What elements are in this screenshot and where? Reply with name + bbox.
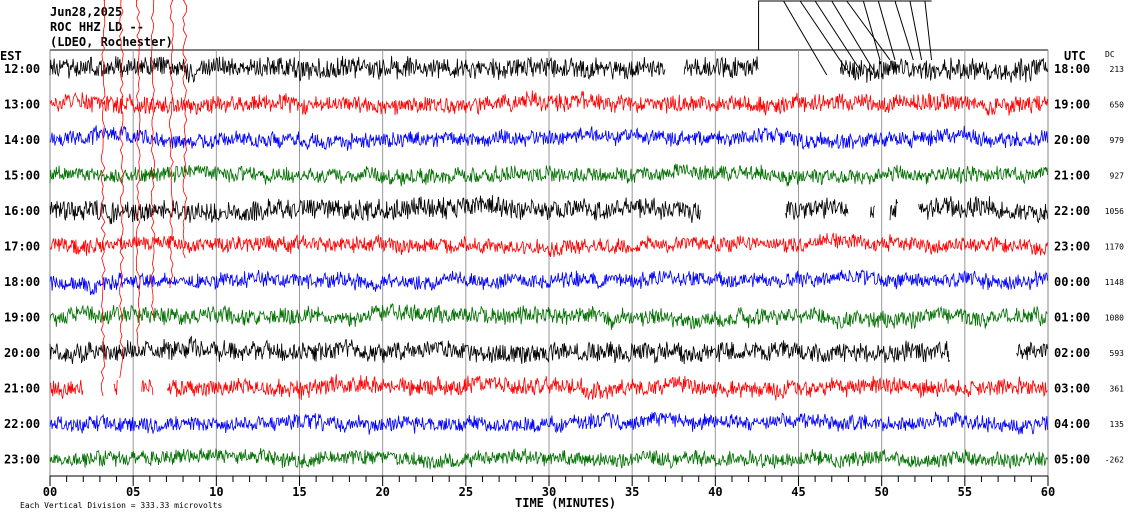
utc-hour-label: 21:00 (1054, 169, 1090, 183)
seismic-trace (49, 269, 1048, 295)
annotation-line (783, 0, 828, 76)
seismic-trace (49, 125, 1048, 151)
scale-note: Each Vertical Division = 333.33 microvol… (20, 501, 222, 510)
utc-hour-label: 03:00 (1054, 382, 1090, 396)
est-hour-label: 16:00 (4, 204, 40, 218)
earthquake-spike (100, 0, 106, 397)
right-timezone: UTC (1064, 49, 1086, 63)
dc-offset-value: 593 (1110, 349, 1125, 358)
seismic-trace (49, 335, 1048, 365)
seismic-trace (49, 90, 1048, 116)
x-tick-label: 05 (126, 485, 140, 499)
annotation-line (924, 0, 933, 61)
dc-offset-value: 650 (1110, 101, 1125, 110)
seismic-trace (49, 447, 1048, 470)
seismic-trace (49, 303, 1048, 331)
utc-hour-label: 04:00 (1054, 417, 1090, 431)
annotation-line (846, 0, 891, 61)
x-tick-label: 50 (874, 485, 888, 499)
x-tick-label: 15 (292, 485, 306, 499)
dc-offset-value: 1170 (1105, 243, 1124, 252)
annotation-line (831, 0, 874, 71)
utc-hour-label: 20:00 (1054, 133, 1090, 147)
utc-hour-label: 01:00 (1054, 311, 1090, 325)
x-tick-label: 25 (459, 485, 473, 499)
est-hour-label: 19:00 (4, 311, 40, 325)
utc-hour-label: 05:00 (1054, 453, 1090, 467)
annotation-line (862, 0, 881, 61)
x-tick-label: 00 (43, 485, 57, 499)
seismic-trace (49, 195, 1048, 225)
x-tick-label: 55 (958, 485, 972, 499)
utc-hour-label: 23:00 (1054, 240, 1090, 254)
est-hour-label: 13:00 (4, 98, 40, 112)
dc-offset-value: 1056 (1105, 207, 1124, 216)
dc-offset-value: 135 (1110, 420, 1125, 429)
utc-hour-label: 02:00 (1054, 346, 1090, 360)
dc-offset-value: 927 (1110, 172, 1125, 181)
utc-hour-label: 18:00 (1054, 62, 1090, 76)
x-tick-label: 35 (625, 485, 639, 499)
seismic-trace (49, 55, 1048, 83)
dc-offset-value: 1148 (1105, 278, 1124, 287)
x-tick-label: 10 (209, 485, 223, 499)
annotation-line (909, 0, 923, 61)
dc-label: DC (1105, 50, 1115, 59)
annotation-box (758, 0, 932, 50)
earthquake-spike (169, 0, 174, 289)
est-hour-label: 23:00 (4, 453, 40, 467)
est-hour-label: 22:00 (4, 417, 40, 431)
annotation-line (894, 0, 914, 61)
x-tick-label: 30 (542, 485, 556, 499)
utc-hour-label: 22:00 (1054, 204, 1090, 218)
est-hour-label: 14:00 (4, 133, 40, 147)
earthquake-spike (150, 0, 156, 319)
seismic-trace (49, 232, 1048, 258)
x-tick-label: 60 (1041, 485, 1055, 499)
annotation-line (799, 0, 848, 71)
earthquake-spike (119, 0, 124, 379)
seismic-trace (49, 374, 1048, 401)
x-tick-label: 45 (791, 485, 805, 499)
est-hour-label: 20:00 (4, 346, 40, 360)
annotation-line (877, 0, 896, 61)
annotation-line (814, 0, 861, 71)
earthquake-spike (135, 0, 141, 349)
est-hour-label: 15:00 (4, 169, 40, 183)
x-axis-label: TIME (MINUTES) (515, 496, 616, 510)
dc-offset-value: 1080 (1105, 314, 1124, 323)
utc-hour-label: 19:00 (1054, 98, 1090, 112)
dc-offset-value: 361 (1110, 385, 1125, 394)
x-tick-label: 40 (708, 485, 722, 499)
date-label: Jun28,2025 (50, 5, 122, 19)
left-timezone: EST (0, 49, 22, 63)
dc-offset-value: 213 (1110, 65, 1125, 74)
seismic-trace (49, 163, 1048, 187)
est-hour-label: 18:00 (4, 275, 40, 289)
dc-offset-value: -262 (1105, 456, 1124, 465)
dc-offset-value: 979 (1110, 136, 1125, 145)
utc-hour-label: 00:00 (1054, 275, 1090, 289)
est-hour-label: 17:00 (4, 240, 40, 254)
x-tick-label: 20 (375, 485, 389, 499)
seismic-trace (49, 411, 1048, 435)
network-label: (LDEO, Rochester) (50, 35, 173, 49)
est-hour-label: 12:00 (4, 62, 40, 76)
earthquake-spike (182, 0, 188, 259)
est-hour-label: 21:00 (4, 382, 40, 396)
station-label: ROC HHZ LD -- (50, 20, 144, 34)
